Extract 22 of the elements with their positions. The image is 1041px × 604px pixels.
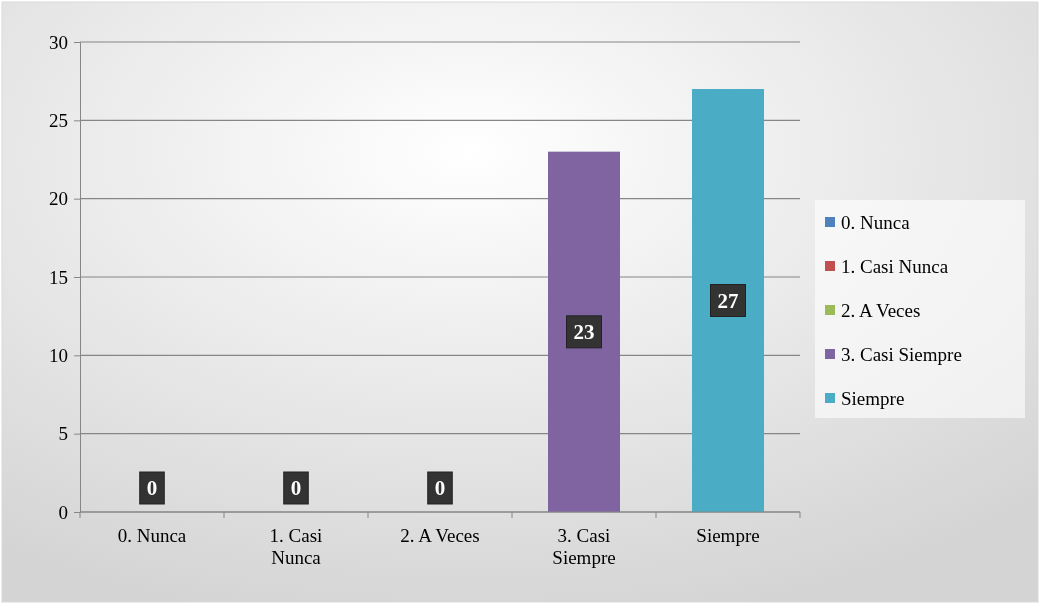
- data-label: 0: [434, 476, 446, 501]
- x-tick-label: Siempre: [696, 525, 760, 546]
- y-tick-label: 5: [58, 423, 68, 445]
- data-label: 0: [146, 476, 158, 501]
- y-tick-label: 20: [49, 188, 68, 210]
- y-tick-label: 25: [49, 109, 68, 131]
- x-tick-label: 1. Casi Nunca: [269, 525, 323, 568]
- legend-label: Siempre: [841, 387, 905, 409]
- legend-label: 2. A Veces: [841, 299, 921, 321]
- y-tick-label: 30: [49, 31, 68, 53]
- legend-label: 3. Casi Siempre: [841, 343, 962, 365]
- y-tick-label: 0: [58, 501, 68, 523]
- x-tick-label: 2. A Veces: [400, 525, 480, 546]
- x-tick-label: 0. Nunca: [117, 525, 187, 546]
- data-label: 27: [717, 288, 739, 313]
- legend-label: 1. Casi Nunca: [841, 255, 949, 277]
- y-tick-label: 15: [49, 266, 68, 288]
- data-label: 0: [290, 476, 302, 501]
- legend-label: 0. Nunca: [841, 211, 911, 233]
- y-tick-label: 10: [49, 344, 68, 366]
- data-label: 23: [573, 320, 595, 345]
- x-tick-label: 3. Casi Siempre: [552, 525, 616, 568]
